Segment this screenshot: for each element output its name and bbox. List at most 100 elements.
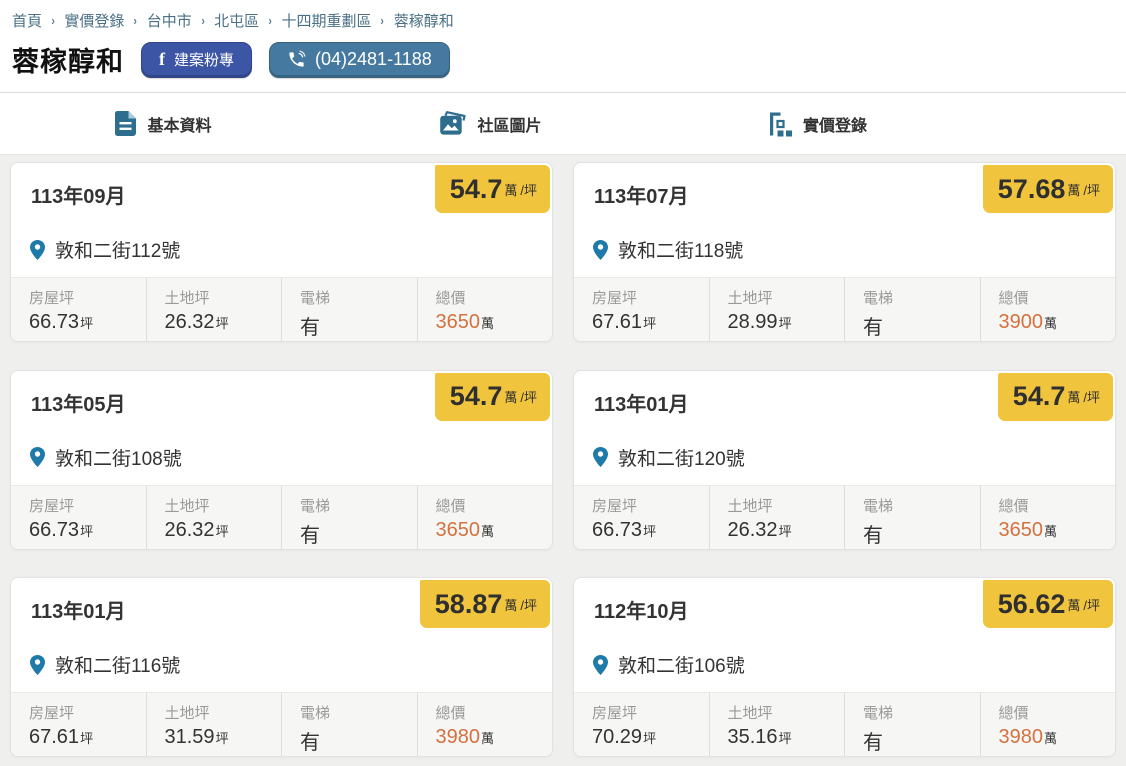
elevator-value: 有 [863, 732, 883, 755]
address-text: 敦和二街106號 [618, 656, 745, 678]
wan-unit: 萬 [481, 316, 495, 331]
land-ping-label: 土地坪 [164, 290, 210, 307]
elevator-label: 電梯 [863, 497, 894, 515]
address-row: 敦和二街118號 [593, 236, 743, 263]
elevator-column: 電梯 有 [844, 693, 980, 757]
detail-strip: 房屋坪 67.61坪 土地坪 31.59坪 電梯 有 總價 3980萬 [11, 692, 552, 757]
land-ping-value: 28.99 [727, 311, 778, 333]
land-ping-label: 土地坪 [164, 705, 210, 723]
unit-price-value: 58.87 [434, 588, 503, 619]
unit-price-value: 56.62 [997, 588, 1066, 619]
address-row: 敦和二街116號 [30, 651, 180, 678]
ping-unit: 坪 [80, 316, 94, 331]
unit-price-per-ping: /坪 [520, 390, 537, 406]
total-price-label: 總價 [435, 497, 466, 515]
land-ping-value: 31.59 [164, 726, 215, 749]
transaction-card[interactable]: 113年05月 54.7 萬 /坪 敦和二街108號 房屋坪 66.73坪 土地… [10, 369, 553, 550]
phone-button[interactable]: (04)2481-1188 [269, 41, 450, 78]
unit-price-value: 57.68 [997, 173, 1066, 204]
total-price-value: 3980 [998, 726, 1044, 749]
unit-price-per-ping: /坪 [1083, 390, 1100, 406]
unit-price-wan: 萬 [1067, 597, 1081, 613]
transaction-card[interactable]: 113年01月 54.7 萬 /坪 敦和二街120號 房屋坪 66.73坪 土地… [573, 369, 1116, 550]
facebook-page-button[interactable]: f 建案粉專 [141, 41, 253, 78]
wan-unit: 萬 [1044, 316, 1058, 331]
phone-icon [287, 50, 306, 69]
address-text: 敦和二街118號 [618, 241, 744, 262]
wan-unit: 萬 [481, 731, 495, 747]
map-pin-icon [593, 239, 608, 260]
transaction-date: 113年05月 [31, 393, 126, 416]
land-ping-column: 土地坪 26.32坪 [145, 278, 282, 341]
elevator-value: 有 [300, 524, 320, 547]
tab-price-registry[interactable]: 實價登錄 [654, 93, 981, 154]
ping-unit: 坪 [643, 316, 657, 331]
address-text: 敦和二街116號 [55, 656, 181, 678]
transaction-card[interactable]: 113年01月 58.87 萬 /坪 敦和二街116號 房屋坪 67.61坪 土… [10, 577, 553, 758]
ping-unit: 坪 [80, 523, 94, 539]
unit-price-value: 54.7 [449, 173, 503, 204]
breadcrumb-item-city[interactable]: 台中市 [146, 13, 192, 30]
ping-unit: 坪 [80, 731, 94, 747]
photos-icon [439, 111, 467, 136]
land-ping-label: 土地坪 [727, 497, 773, 515]
unit-price-wan: 萬 [1067, 390, 1081, 406]
total-price-column: 總價 3980萬 [979, 693, 1116, 757]
land-ping-label: 土地坪 [727, 705, 773, 723]
total-price-label: 總價 [998, 290, 1029, 307]
tab-price-change-partial[interactable]: ±$ [981, 93, 1126, 154]
elevator-value: 有 [300, 317, 320, 339]
document-icon [115, 111, 137, 136]
unit-price-badge: 54.7 萬 /坪 [434, 165, 550, 213]
unit-price-per-ping: /坪 [520, 597, 537, 613]
total-price-column: 總價 3650萬 [416, 485, 553, 549]
land-ping-column: 土地坪 31.59坪 [145, 693, 282, 757]
map-pin-icon [30, 654, 45, 675]
detail-strip: 房屋坪 70.29坪 土地坪 35.16坪 電梯 有 總價 3980萬 [574, 692, 1116, 757]
house-ping-value: 70.29 [592, 726, 643, 749]
house-ping-value: 66.73 [592, 518, 643, 541]
elevator-label: 電梯 [863, 290, 894, 307]
house-ping-label: 房屋坪 [592, 497, 638, 515]
breadcrumb-separator: › [268, 13, 273, 28]
transaction-card[interactable]: 113年07月 57.68 萬 /坪 敦和二街118號 房屋坪 67.61坪 土… [573, 162, 1116, 342]
elevator-label: 電梯 [300, 290, 331, 307]
land-ping-value: 26.32 [164, 518, 215, 541]
breadcrumb-item-price-registry[interactable]: 實價登錄 [64, 13, 125, 30]
map-pin-icon [30, 239, 45, 260]
transaction-card[interactable]: 112年10月 56.62 萬 /坪 敦和二街106號 房屋坪 70.29坪 土… [573, 577, 1116, 758]
map-pin-icon [30, 447, 45, 468]
unit-price-wan: 萬 [1067, 182, 1081, 198]
breadcrumb-item-district[interactable]: 北屯區 [214, 13, 260, 30]
transaction-card[interactable]: 113年09月 54.7 萬 /坪 敦和二街112號 房屋坪 66.73坪 土地… [10, 162, 553, 342]
tab-basic-info[interactable]: 基本資料 [0, 93, 327, 154]
house-ping-label: 房屋坪 [29, 497, 75, 515]
house-ping-column: 房屋坪 67.61坪 [574, 278, 709, 341]
elevator-column: 電梯 有 [281, 278, 417, 341]
tab-community-photos[interactable]: 社區圖片 [327, 93, 654, 154]
header: 蓉稼醇和 f 建案粉專 (04)2481-1188 [0, 31, 1126, 92]
ping-unit: 坪 [215, 316, 229, 331]
breadcrumb-item-area[interactable]: 十四期重劃區 [281, 13, 372, 30]
total-price-value: 3980 [435, 726, 481, 749]
total-price-value: 3900 [998, 311, 1044, 333]
breadcrumb-item-home[interactable]: 首頁 [12, 13, 43, 30]
tab-label: 實價登錄 [802, 117, 867, 135]
tab-label: 社區圖片 [477, 117, 542, 135]
breadcrumb-separator: › [380, 13, 385, 28]
land-ping-column: 土地坪 26.32坪 [145, 485, 282, 549]
unit-price-per-ping: /坪 [1083, 182, 1100, 198]
address-text: 敦和二街108號 [55, 448, 182, 470]
detail-strip: 房屋坪 66.73坪 土地坪 26.32坪 電梯 有 總價 3650萬 [574, 484, 1115, 549]
unit-price-badge: 56.62 萬 /坪 [982, 580, 1113, 629]
house-ping-value: 66.73 [29, 311, 80, 333]
total-price-label: 總價 [998, 497, 1029, 515]
total-price-label: 總價 [435, 290, 466, 307]
land-ping-column: 土地坪 35.16坪 [708, 693, 845, 757]
wan-unit: 萬 [481, 523, 495, 539]
breadcrumb: 首頁 › 實價登錄 › 台中市 › 北屯區 › 十四期重劃區 › 蓉稼醇和 [0, 0, 1126, 31]
breadcrumb-separator: › [133, 13, 138, 28]
house-ping-column: 房屋坪 66.73坪 [574, 486, 709, 549]
address-text: 敦和二街112號 [55, 241, 181, 262]
land-ping-value: 26.32 [727, 518, 778, 541]
